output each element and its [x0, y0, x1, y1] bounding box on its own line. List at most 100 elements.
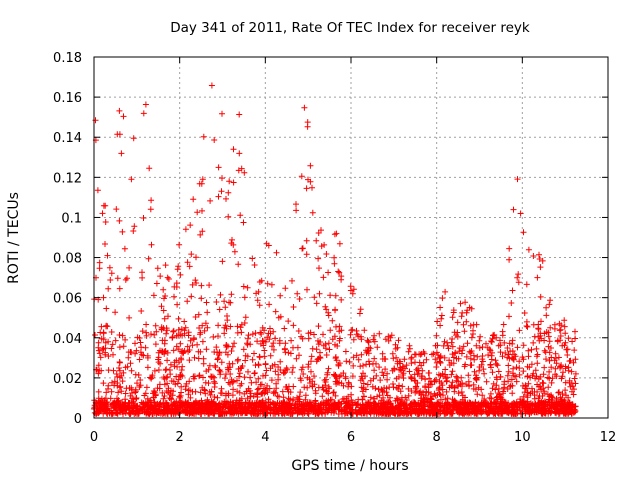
data-point: [206, 362, 213, 369]
data-point: [362, 402, 369, 409]
data-point: [196, 325, 203, 331]
data-point: [128, 384, 135, 391]
y-tick-label: 0: [74, 412, 82, 427]
data-point: [213, 402, 220, 409]
data-point: [473, 410, 480, 417]
data-point: [156, 385, 163, 392]
data-point: [493, 360, 500, 367]
data-point: [96, 350, 103, 357]
data-point: [508, 401, 515, 408]
data-point: [108, 329, 115, 335]
data-point: [556, 320, 563, 327]
data-point: [520, 229, 527, 236]
data-point: [371, 400, 378, 407]
data-point: [161, 315, 168, 322]
data-point: [453, 373, 460, 380]
data-point: [92, 332, 98, 338]
data-point: [212, 362, 218, 369]
data-point: [495, 405, 502, 412]
data-point: [388, 332, 395, 339]
data-point: [367, 409, 374, 416]
data-point: [177, 371, 184, 378]
data-point: [412, 401, 418, 408]
data-point: [465, 372, 472, 379]
data-point: [256, 399, 263, 406]
data-point: [146, 410, 153, 417]
data-point: [124, 275, 130, 282]
data-point: [307, 162, 314, 169]
data-point: [435, 352, 442, 359]
data-point: [360, 380, 367, 387]
data-point: [108, 403, 114, 410]
data-point: [177, 340, 184, 347]
data-point: [452, 402, 459, 409]
data-point: [320, 386, 327, 393]
data-point: [494, 406, 501, 413]
data-point: [371, 332, 378, 339]
data-point: [572, 328, 578, 335]
y-tick-label: 0.04: [53, 332, 82, 347]
data-point: [499, 328, 506, 335]
data-point: [486, 409, 493, 416]
data-point: [408, 360, 415, 367]
data-point: [210, 408, 217, 414]
data-point: [318, 227, 324, 234]
data-point: [118, 150, 125, 157]
data-point: [261, 347, 268, 354]
data-point: [371, 410, 378, 417]
data-point: [381, 355, 388, 362]
data-point: [216, 350, 223, 356]
data-point: [562, 330, 569, 337]
data-point: [98, 395, 105, 402]
data-point: [181, 318, 188, 325]
data-point: [311, 381, 318, 388]
data-point: [458, 350, 465, 357]
data-point: [249, 331, 256, 338]
data-point: [247, 390, 254, 397]
data-point: [332, 392, 339, 399]
data-point: [226, 401, 232, 408]
data-point: [116, 344, 123, 351]
data-point: [434, 391, 441, 398]
data-point: [492, 386, 499, 393]
data-point: [271, 401, 278, 408]
data-point: [261, 402, 268, 409]
data-point: [269, 343, 275, 350]
data-point: [531, 392, 538, 399]
data-point: [390, 381, 396, 387]
data-point: [117, 383, 124, 390]
data-point: [492, 357, 499, 364]
data-point: [116, 367, 123, 374]
data-point: [314, 356, 321, 363]
data-point: [126, 411, 133, 417]
data-point: [505, 407, 512, 414]
data-point: [381, 384, 388, 391]
data-point: [542, 349, 549, 356]
data-point: [572, 408, 579, 415]
data-point: [279, 403, 286, 409]
data-point: [322, 399, 329, 406]
data-point: [308, 353, 315, 360]
data-point: [137, 339, 144, 346]
data-point: [433, 332, 440, 339]
data-point: [331, 231, 338, 238]
data-point: [284, 402, 291, 409]
data-point: [449, 379, 456, 386]
data-point: [332, 355, 339, 362]
data-point: [224, 351, 231, 358]
data-point: [218, 359, 225, 366]
data-point: [528, 346, 535, 353]
data-point: [139, 328, 146, 335]
data-point: [438, 402, 444, 409]
data-point: [170, 328, 177, 335]
data-point: [323, 352, 330, 358]
data-point: [512, 410, 519, 417]
data-point: [460, 321, 467, 328]
data-point: [487, 362, 494, 368]
data-point: [234, 388, 241, 395]
data-point: [182, 398, 189, 405]
data-point: [358, 384, 365, 391]
data-point: [571, 386, 577, 393]
data-point: [161, 295, 167, 302]
data-point: [236, 400, 243, 407]
